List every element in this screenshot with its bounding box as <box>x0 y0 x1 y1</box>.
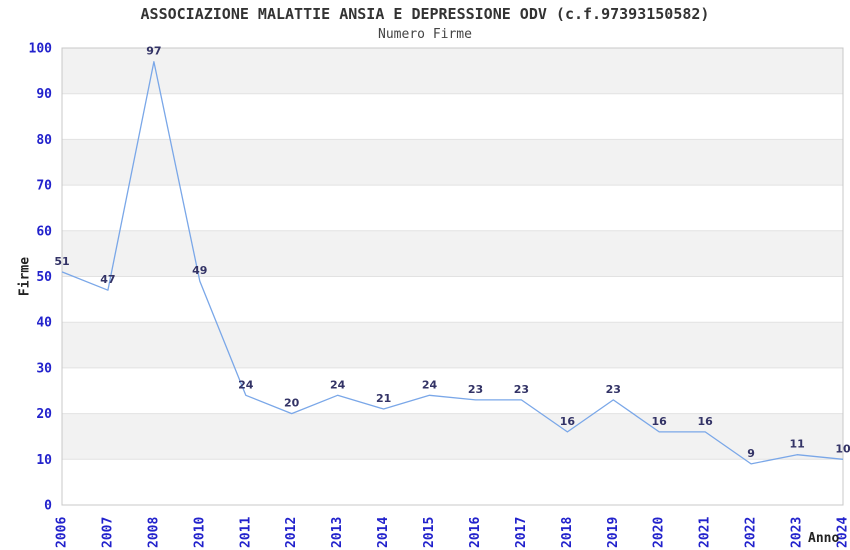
y-tick-label: 40 <box>36 316 52 331</box>
data-label: 49 <box>192 264 207 277</box>
data-label: 9 <box>747 447 755 460</box>
x-tick-label: 2015 <box>422 517 437 548</box>
y-tick-label: 0 <box>44 499 52 514</box>
x-tick-label: 2008 <box>146 517 161 548</box>
data-label: 51 <box>54 255 69 268</box>
data-label: 20 <box>284 397 300 410</box>
x-tick-label: 2006 <box>55 517 70 548</box>
x-tick-label: 2019 <box>606 517 621 548</box>
x-tick-label: 2007 <box>100 517 115 548</box>
x-tick-label: 2018 <box>560 517 575 548</box>
data-label: 23 <box>468 383 483 396</box>
y-tick-label: 100 <box>29 42 53 57</box>
y-tick-label: 60 <box>36 224 52 239</box>
data-label: 16 <box>698 415 714 428</box>
plot-band <box>62 413 843 460</box>
x-tick-label: 2020 <box>652 517 667 548</box>
y-tick-label: 80 <box>36 133 52 148</box>
x-tick-label: 2023 <box>790 517 805 548</box>
data-label: 24 <box>422 378 438 391</box>
data-label: 16 <box>560 415 576 428</box>
data-label: 97 <box>146 45 161 58</box>
data-label: 10 <box>835 442 850 455</box>
x-tick-label: 2011 <box>238 517 253 548</box>
data-label: 24 <box>330 378 346 391</box>
y-tick-label: 90 <box>36 87 52 102</box>
data-label: 24 <box>238 378 254 391</box>
x-tick-label: 2022 <box>744 517 759 548</box>
y-tick-label: 50 <box>36 270 52 285</box>
y-tick-label: 30 <box>36 361 52 376</box>
plot-band <box>62 139 843 186</box>
x-tick-label: 2016 <box>468 517 483 548</box>
y-tick-label: 70 <box>36 179 52 194</box>
x-axis-title: Anno <box>808 531 839 546</box>
data-label: 21 <box>376 392 391 405</box>
y-axis-title: Firme <box>18 257 33 296</box>
data-line <box>61 61 844 465</box>
x-tick-label: 2010 <box>192 517 207 548</box>
chart-subtitle: Numero Firme <box>378 27 472 42</box>
plot-band <box>62 322 843 368</box>
data-label: 47 <box>100 273 115 286</box>
data-label: 23 <box>606 383 621 396</box>
data-label: 11 <box>789 438 804 451</box>
y-tick-label: 20 <box>36 407 52 422</box>
plot-border <box>61 47 844 506</box>
x-tick-label: 2013 <box>330 517 345 548</box>
plot-band <box>62 48 843 94</box>
x-tick-label: 2014 <box>376 517 391 548</box>
y-tick-label: 10 <box>36 453 52 468</box>
data-label: 16 <box>652 415 668 428</box>
x-tick-label: 2021 <box>698 517 713 548</box>
x-tick-label: 2012 <box>284 517 299 548</box>
chart-title: ASSOCIAZIONE MALATTIE ANSIA E DEPRESSION… <box>140 5 710 23</box>
plot-band <box>62 230 843 277</box>
data-label: 23 <box>514 383 529 396</box>
x-tick-label: 2017 <box>514 517 529 548</box>
x-tick-label: 2024 <box>836 517 850 548</box>
